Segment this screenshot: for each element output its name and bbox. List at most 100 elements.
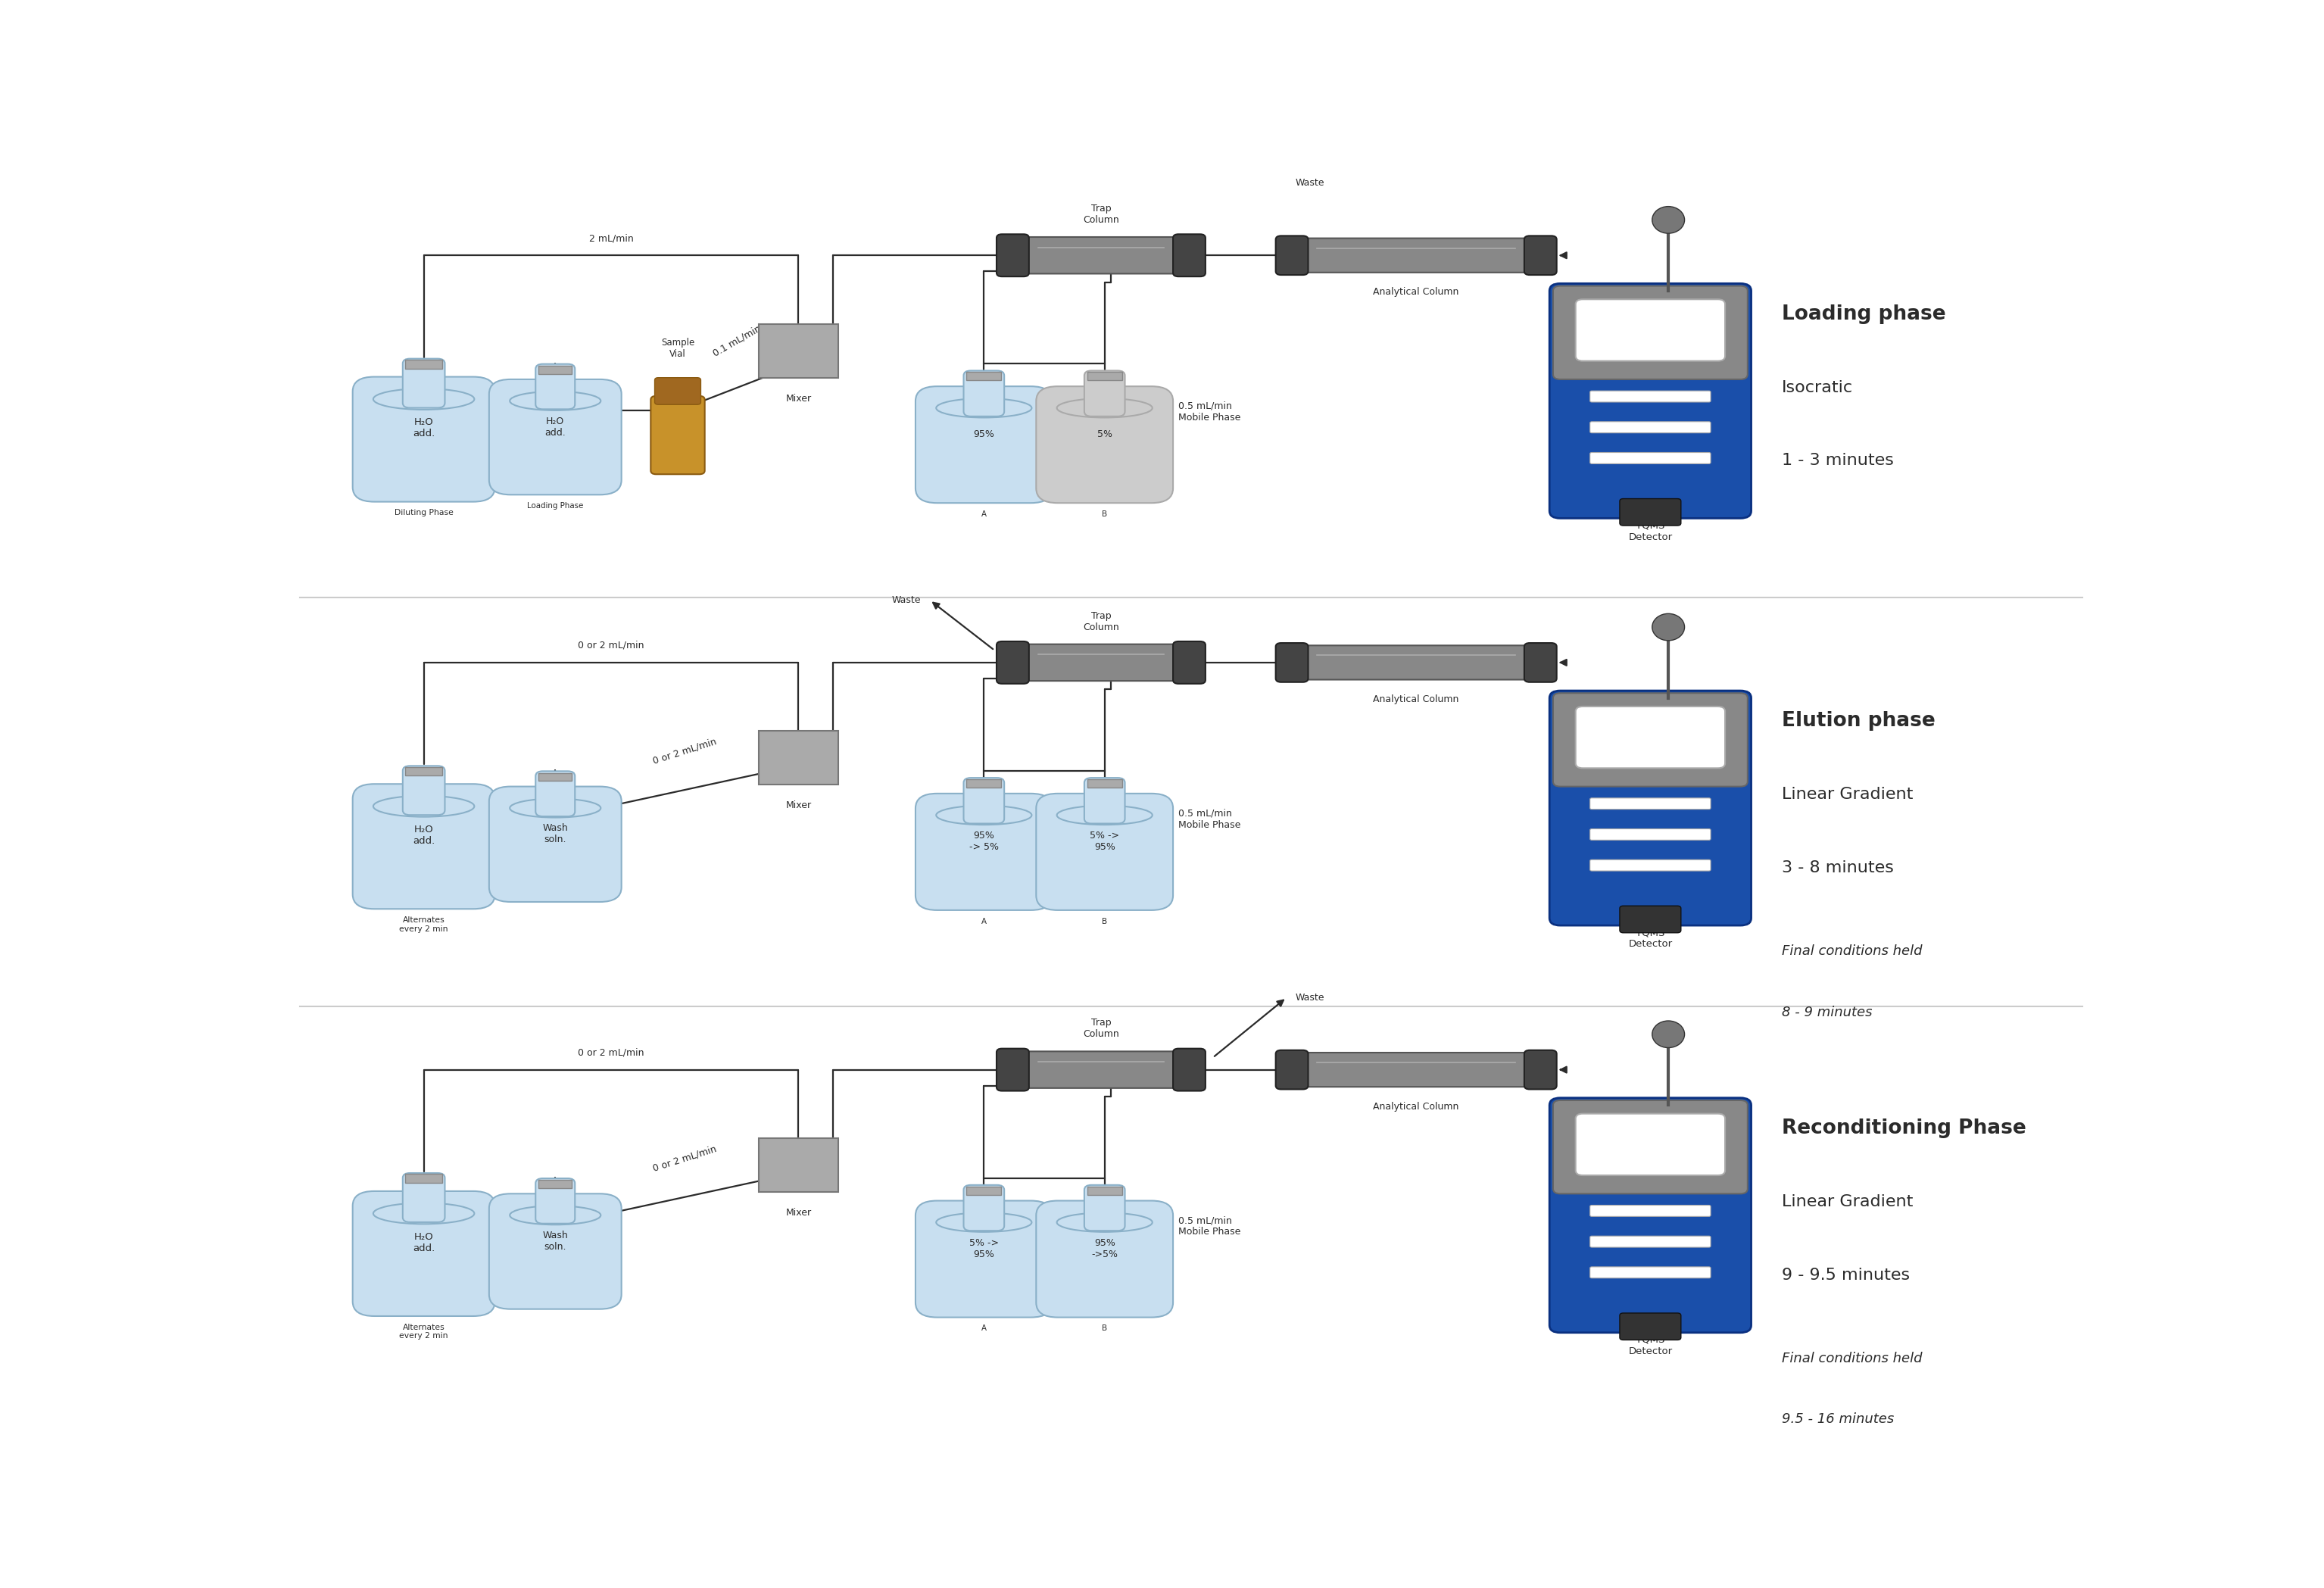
FancyBboxPatch shape [1552, 286, 1748, 380]
Text: 5% ->
95%: 5% -> 95% [1090, 831, 1120, 853]
FancyBboxPatch shape [1590, 799, 1710, 810]
FancyBboxPatch shape [1590, 453, 1710, 464]
Text: Analytical Column: Analytical Column [1373, 1102, 1459, 1112]
Text: H₂O
add.: H₂O add. [414, 1232, 435, 1253]
FancyBboxPatch shape [535, 364, 574, 410]
FancyBboxPatch shape [916, 386, 1053, 503]
FancyBboxPatch shape [964, 370, 1004, 416]
Text: Final conditions held: Final conditions held [1783, 1351, 1922, 1366]
Text: 5% ->
95%: 5% -> 95% [969, 1239, 999, 1259]
Text: Mixer: Mixer [786, 394, 811, 403]
FancyBboxPatch shape [1550, 284, 1752, 518]
FancyBboxPatch shape [1088, 780, 1122, 788]
Text: H₂O
add.: H₂O add. [544, 416, 565, 438]
FancyBboxPatch shape [1552, 1100, 1748, 1194]
Text: Loading Phase: Loading Phase [528, 502, 583, 510]
FancyBboxPatch shape [1576, 707, 1724, 769]
Text: 0.5 mL/min
Mobile Phase: 0.5 mL/min Mobile Phase [1178, 1216, 1241, 1237]
Text: Mixer: Mixer [786, 800, 811, 810]
Text: A: A [981, 510, 988, 518]
FancyBboxPatch shape [997, 1048, 1030, 1091]
FancyBboxPatch shape [353, 376, 495, 502]
FancyBboxPatch shape [1013, 1051, 1190, 1088]
Text: A: A [981, 918, 988, 926]
FancyBboxPatch shape [651, 395, 704, 475]
Ellipse shape [509, 391, 600, 410]
Text: B: B [1102, 1324, 1106, 1332]
Text: Trap
Column: Trap Column [1083, 611, 1120, 632]
Ellipse shape [509, 799, 600, 818]
FancyBboxPatch shape [1590, 1267, 1710, 1278]
Text: TQMS
Detector: TQMS Detector [1629, 1336, 1673, 1356]
FancyBboxPatch shape [353, 1191, 495, 1316]
FancyBboxPatch shape [1174, 642, 1206, 684]
FancyBboxPatch shape [402, 1174, 444, 1223]
Text: 0.5 mL/min
Mobile Phase: 0.5 mL/min Mobile Phase [1178, 808, 1241, 829]
FancyBboxPatch shape [539, 365, 572, 373]
Text: 0.5 mL/min
Mobile Phase: 0.5 mL/min Mobile Phase [1178, 402, 1241, 422]
FancyBboxPatch shape [655, 378, 702, 405]
FancyBboxPatch shape [488, 1194, 621, 1309]
FancyBboxPatch shape [967, 372, 1002, 381]
FancyBboxPatch shape [1174, 233, 1206, 276]
FancyBboxPatch shape [404, 359, 442, 368]
FancyBboxPatch shape [402, 359, 444, 408]
Text: Final conditions held: Final conditions held [1783, 945, 1922, 958]
Text: Mixer: Mixer [786, 1208, 811, 1218]
FancyBboxPatch shape [1590, 859, 1710, 870]
Ellipse shape [937, 805, 1032, 824]
Ellipse shape [1652, 206, 1685, 233]
FancyBboxPatch shape [1085, 778, 1125, 824]
FancyBboxPatch shape [488, 380, 621, 495]
FancyBboxPatch shape [1088, 372, 1122, 381]
FancyBboxPatch shape [1590, 391, 1710, 402]
FancyBboxPatch shape [1576, 299, 1724, 360]
FancyBboxPatch shape [402, 765, 444, 815]
Ellipse shape [1057, 805, 1153, 824]
FancyBboxPatch shape [916, 1201, 1053, 1318]
Text: 9.5 - 16 minutes: 9.5 - 16 minutes [1783, 1413, 1894, 1426]
FancyBboxPatch shape [964, 1185, 1004, 1231]
FancyBboxPatch shape [1292, 238, 1541, 273]
Text: 0 or 2 mL/min: 0 or 2 mL/min [651, 737, 718, 765]
Text: Waste: Waste [892, 596, 920, 605]
Text: 2 mL/min: 2 mL/min [588, 233, 634, 243]
FancyBboxPatch shape [997, 233, 1030, 276]
FancyBboxPatch shape [1525, 235, 1557, 275]
Text: A: A [981, 1324, 988, 1332]
FancyBboxPatch shape [1590, 422, 1710, 434]
FancyBboxPatch shape [1620, 1313, 1680, 1340]
Text: Alternates
every 2 min: Alternates every 2 min [400, 916, 449, 932]
FancyBboxPatch shape [1276, 235, 1308, 275]
Text: Elution phase: Elution phase [1783, 711, 1936, 730]
FancyBboxPatch shape [1590, 1205, 1710, 1216]
Text: B: B [1102, 918, 1106, 926]
Text: Wash
soln.: Wash soln. [541, 824, 567, 845]
Text: Diluting Phase: Diluting Phase [395, 510, 453, 516]
FancyBboxPatch shape [758, 730, 839, 784]
Text: Alternates
every 2 min: Alternates every 2 min [400, 1323, 449, 1340]
FancyBboxPatch shape [997, 642, 1030, 684]
FancyBboxPatch shape [1550, 691, 1752, 926]
FancyBboxPatch shape [1013, 645, 1190, 681]
FancyBboxPatch shape [1620, 499, 1680, 526]
FancyBboxPatch shape [353, 784, 495, 908]
FancyBboxPatch shape [967, 1186, 1002, 1194]
Text: Reconditioning Phase: Reconditioning Phase [1783, 1118, 2027, 1139]
FancyBboxPatch shape [1085, 1185, 1125, 1231]
FancyBboxPatch shape [1276, 1050, 1308, 1089]
Text: Sample
Vial: Sample Vial [660, 338, 695, 359]
FancyBboxPatch shape [964, 778, 1004, 824]
FancyBboxPatch shape [1292, 1053, 1541, 1086]
Text: 0 or 2 mL/min: 0 or 2 mL/min [579, 1048, 644, 1058]
Text: 9 - 9.5 minutes: 9 - 9.5 minutes [1783, 1267, 1910, 1283]
Text: 95%: 95% [974, 429, 995, 440]
Text: 0 or 2 mL/min: 0 or 2 mL/min [651, 1143, 718, 1174]
Text: Analytical Column: Analytical Column [1373, 287, 1459, 297]
FancyBboxPatch shape [404, 1174, 442, 1183]
Text: H₂O
add.: H₂O add. [414, 824, 435, 846]
Ellipse shape [374, 389, 474, 410]
Ellipse shape [1652, 613, 1685, 640]
Text: 0.1 mL/min: 0.1 mL/min [711, 324, 762, 359]
FancyBboxPatch shape [1088, 1186, 1122, 1194]
